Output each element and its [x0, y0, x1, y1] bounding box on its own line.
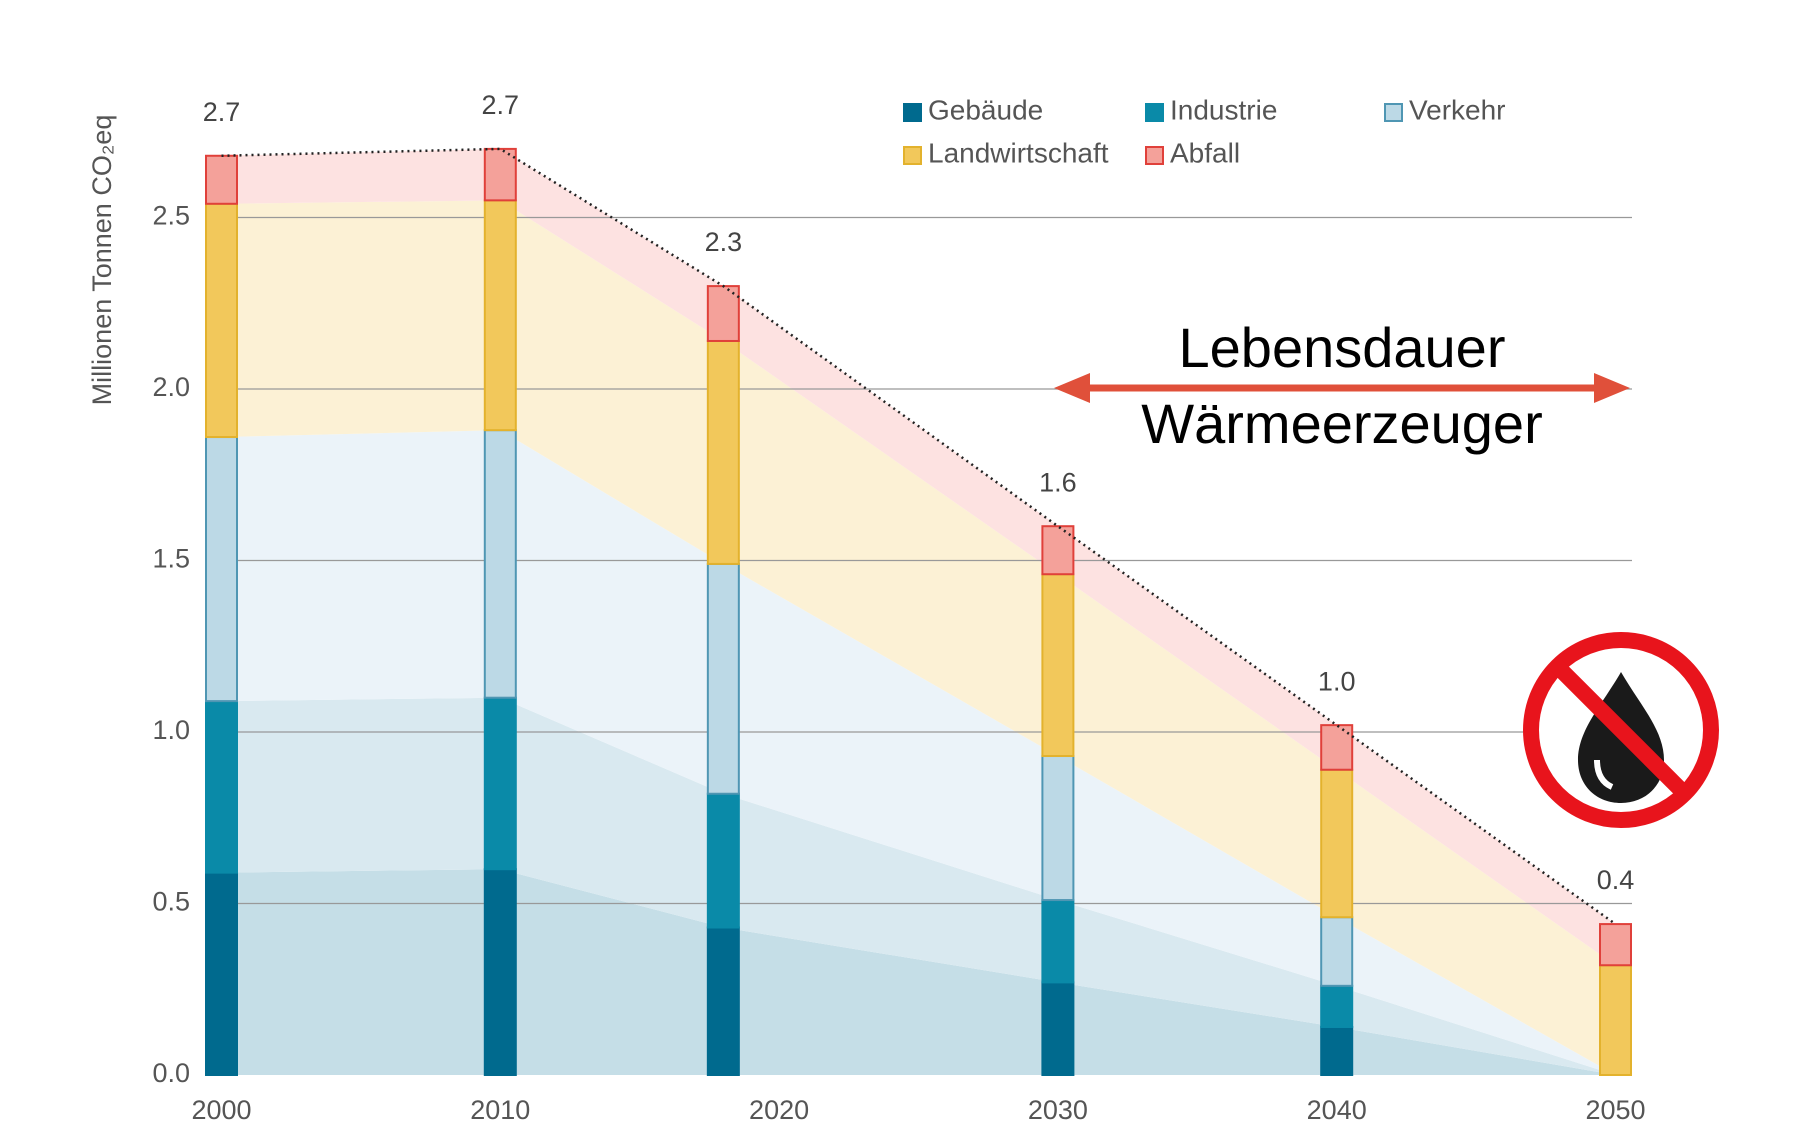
legend-swatch — [1384, 103, 1403, 122]
x-tick-label: 2020 — [749, 1095, 809, 1125]
bar-segment — [1041, 755, 1075, 902]
legend-swatch — [1145, 146, 1164, 165]
no-oil-icon — [1523, 632, 1719, 828]
area — [221, 869, 1616, 1075]
legend-label: Industrie — [1170, 94, 1277, 125]
annotation-line: Lebensdauer — [1179, 316, 1506, 379]
bar-segment — [706, 339, 740, 565]
drop-highlight — [1594, 759, 1614, 790]
bar-segment — [483, 147, 517, 202]
bar-segment — [1320, 1025, 1354, 1076]
x-tick-label: 2040 — [1307, 1095, 1367, 1125]
legend-label: Landwirtschaft — [928, 137, 1109, 168]
bar-segment — [483, 696, 517, 871]
bar-segment — [706, 562, 740, 795]
bar-segment — [205, 154, 238, 205]
bar-segment — [1599, 923, 1632, 967]
bar-segment — [1320, 724, 1354, 771]
bar-segment — [706, 926, 740, 1077]
y-tick-label: 1.0 — [152, 715, 190, 745]
y-tick-label: 2.0 — [152, 372, 190, 402]
bar-segment — [205, 700, 238, 874]
x-tick-label: 2050 — [1585, 1095, 1645, 1125]
area — [221, 430, 1616, 1075]
y-axis-label: Millionen Tonnen CO₂eq — [87, 115, 117, 406]
total-label: 1.6 — [1039, 467, 1077, 497]
bar-segment — [1041, 573, 1075, 758]
total-label: 2.7 — [203, 97, 241, 127]
y-tick-label: 0.0 — [152, 1058, 190, 1088]
total-label: 1.0 — [1318, 666, 1356, 696]
x-tick-label: 2010 — [470, 1095, 530, 1125]
arrow-head — [1054, 373, 1090, 403]
x-tick-label: 2030 — [1028, 1095, 1088, 1125]
bar-segment — [1041, 981, 1075, 1077]
bar-segment — [483, 199, 517, 432]
bar-segment — [205, 436, 238, 703]
y-tick-label: 1.5 — [152, 544, 190, 574]
total-label: 2.3 — [705, 227, 743, 257]
legend-label: Gebäude — [928, 94, 1043, 125]
bar-segment — [1041, 899, 1075, 984]
y-tick-label: 0.5 — [152, 887, 190, 917]
bar-segment — [205, 202, 238, 439]
bar-segment — [1320, 768, 1354, 919]
x-tick-label: 2000 — [191, 1095, 251, 1125]
annotation: Lebensdauer Wärmeerzeuger — [1054, 316, 1630, 455]
total-label: 0.4 — [1597, 865, 1635, 895]
bar-segment — [1320, 984, 1354, 1028]
legend-label: Verkehr — [1409, 94, 1506, 125]
prohibit-bar — [1551, 660, 1691, 800]
total-label: 2.7 — [482, 90, 520, 120]
bar-segment — [706, 792, 740, 929]
bar-segment — [1320, 916, 1354, 987]
arrow-head — [1594, 373, 1630, 403]
bar-segment — [205, 871, 238, 1076]
area — [221, 697, 1616, 1075]
legend-swatch — [903, 146, 922, 165]
bar-segment — [706, 285, 740, 342]
bar-segment — [483, 868, 517, 1077]
legend-swatch — [903, 103, 922, 122]
y-tick-label: 2.5 — [152, 201, 190, 231]
bar-segment — [483, 429, 517, 699]
annotation-line: Wärmeerzeuger — [1141, 392, 1542, 455]
bar-segment — [1599, 964, 1632, 1076]
bar-segment — [1041, 525, 1075, 576]
area — [221, 200, 1616, 1076]
legend-label: Abfall — [1170, 137, 1240, 168]
legend-swatch — [1145, 103, 1164, 122]
